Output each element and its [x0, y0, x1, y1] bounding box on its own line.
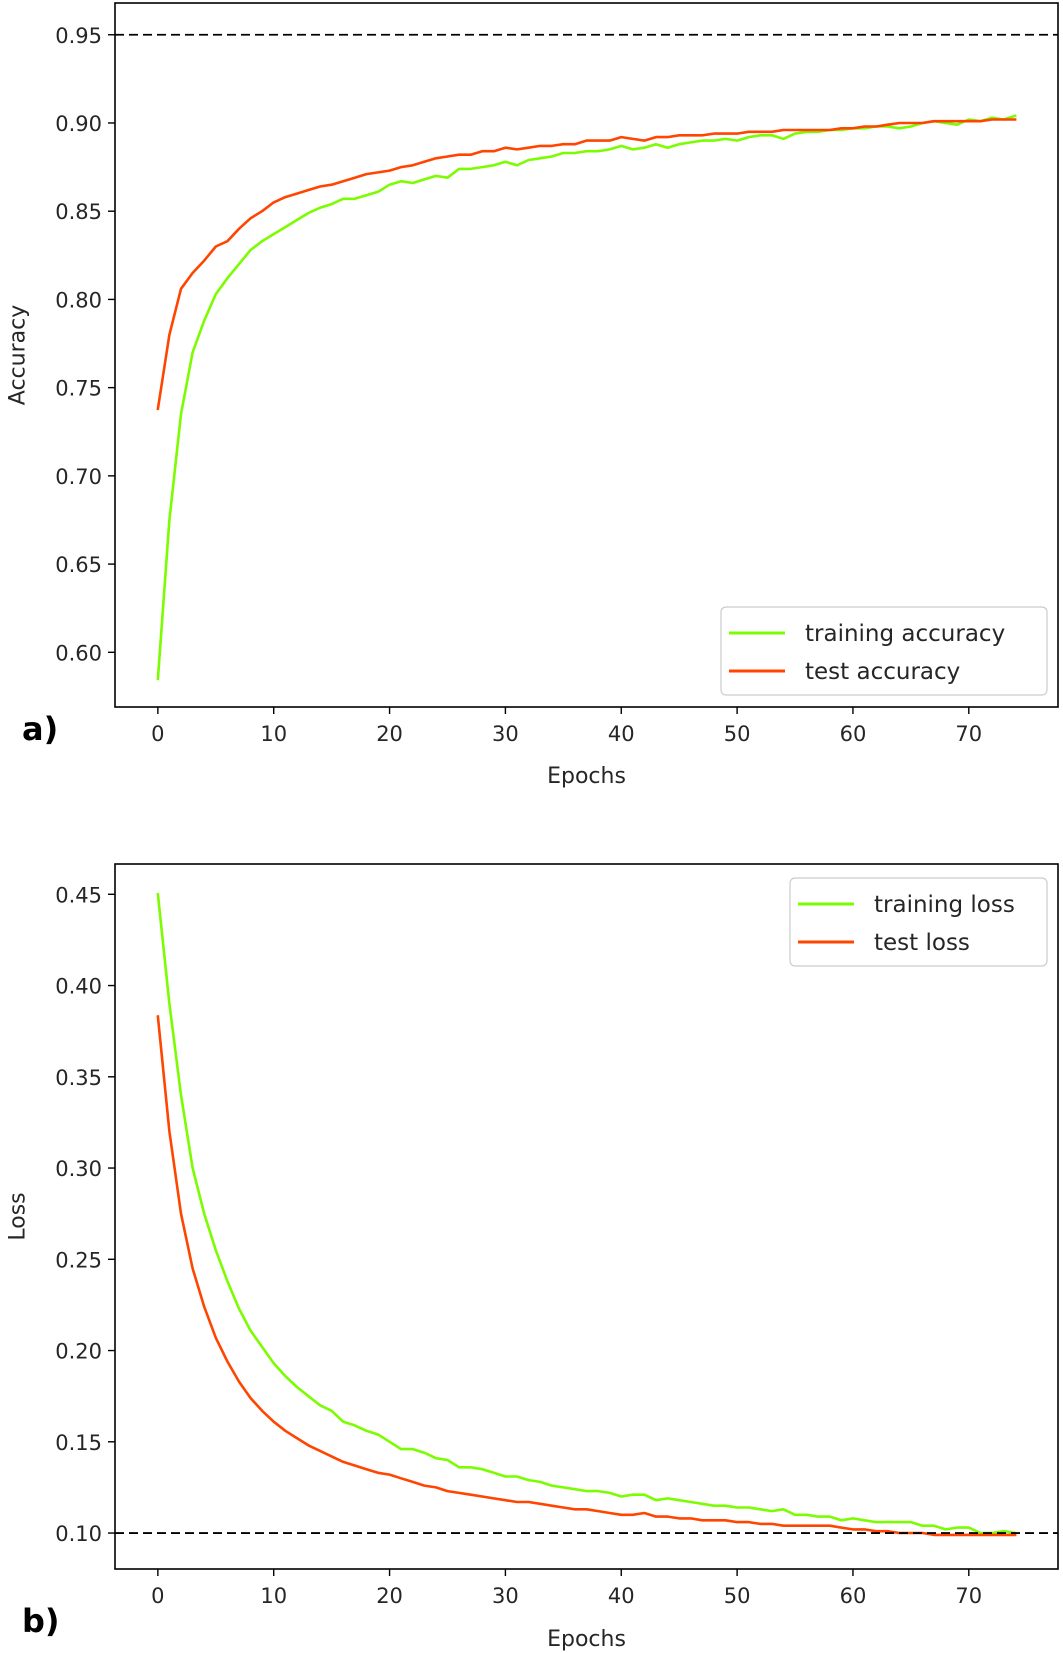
loss-panel: 0 10 20 30 40 50 60 70 0.10 0.15 0.20 0.25 0.30 0.35… — [6, 863, 1059, 1652]
accuracy-y-tick-label: 0.70 — [55, 465, 102, 489]
loss-y-ticks: 0.10 0.15 0.20 0.25 0.30 0.35 0.40 0.45 — [55, 883, 115, 1546]
loss-y-tick-label: 0.10 — [55, 1522, 102, 1546]
accuracy-x-tick-label: 50 — [724, 722, 751, 746]
accuracy-panel: 0 10 20 30 40 50 60 70 0.60 0.65 0.70 0.75 0.80 0.85… — [6, 2, 1059, 789]
loss-y-tick-label: 0.25 — [55, 1248, 102, 1272]
loss-y-tick-label: 0.35 — [55, 1066, 102, 1090]
loss-x-tick-label: 40 — [608, 1584, 635, 1608]
loss-x-tick-label: 30 — [492, 1584, 519, 1608]
accuracy-x-tick-label: 70 — [955, 722, 982, 746]
loss-x-tick-label: 0 — [151, 1584, 164, 1608]
loss-y-tick-label: 0.15 — [55, 1431, 102, 1455]
loss-y-axis-label: Loss — [6, 1192, 31, 1240]
accuracy-axes-frame — [114, 2, 1059, 708]
accuracy-x-tick-label: 0 — [151, 722, 164, 746]
loss-x-ticks: 0 10 20 30 40 50 60 70 — [151, 1569, 982, 1608]
accuracy-x-tick-label: 40 — [608, 722, 635, 746]
accuracy-legend: training accuracy test accuracy — [720, 606, 1048, 696]
accuracy-x-tick-label: 20 — [376, 722, 403, 746]
accuracy-x-tick-label: 30 — [492, 722, 519, 746]
accuracy-x-tick-label: 60 — [840, 722, 867, 746]
accuracy-legend-box — [720, 606, 1048, 696]
loss-x-tick-label: 10 — [260, 1584, 287, 1608]
loss-x-tick-label: 60 — [840, 1584, 867, 1608]
accuracy-y-axis-label: Accuracy — [6, 305, 31, 405]
loss-x-axis-label: Epochs — [547, 1627, 626, 1652]
panel-label-b: b) — [22, 1602, 60, 1640]
loss-x-tick-label: 50 — [724, 1584, 751, 1608]
loss-y-tick-label: 0.20 — [55, 1340, 102, 1364]
series-line-test-loss — [156, 1015, 1017, 1537]
accuracy-y-tick-label: 0.85 — [55, 200, 102, 224]
accuracy-y-tick-label: 0.65 — [55, 553, 102, 577]
loss-y-tick-label: 0.45 — [55, 883, 102, 907]
loss-plot-lines — [156, 892, 1017, 1537]
accuracy-y-ticks: 0.60 0.65 0.70 0.75 0.80 0.85 0.90 0.95 — [55, 24, 115, 665]
panel-label-a: a) — [22, 710, 58, 748]
accuracy-y-tick-label: 0.60 — [55, 641, 102, 665]
legend-label-test-accuracy: test accuracy — [805, 659, 960, 685]
accuracy-x-tick-label: 10 — [260, 722, 287, 746]
accuracy-plot-lines — [156, 114, 1017, 681]
legend-label-training-loss: training loss — [874, 892, 1015, 918]
loss-legend: training loss test loss — [789, 877, 1048, 967]
loss-x-tick-label: 20 — [376, 1584, 403, 1608]
accuracy-y-tick-label: 0.95 — [55, 24, 102, 48]
series-line-test-accuracy — [156, 118, 1017, 411]
accuracy-y-tick-label: 0.75 — [55, 377, 102, 401]
series-line-training-loss — [156, 892, 1017, 1535]
loss-legend-box — [789, 877, 1048, 967]
legend-label-test-loss: test loss — [874, 930, 970, 956]
loss-axes-frame — [114, 863, 1059, 1570]
legend-label-training-accuracy: training accuracy — [805, 621, 1005, 647]
accuracy-x-ticks: 0 10 20 30 40 50 60 70 — [151, 707, 982, 746]
accuracy-x-axis-label: Epochs — [547, 764, 626, 789]
accuracy-y-tick-label: 0.90 — [55, 112, 102, 136]
loss-y-tick-label: 0.30 — [55, 1157, 102, 1181]
loss-y-tick-label: 0.40 — [55, 975, 102, 999]
loss-x-tick-label: 70 — [955, 1584, 982, 1608]
accuracy-y-tick-label: 0.80 — [55, 288, 102, 312]
